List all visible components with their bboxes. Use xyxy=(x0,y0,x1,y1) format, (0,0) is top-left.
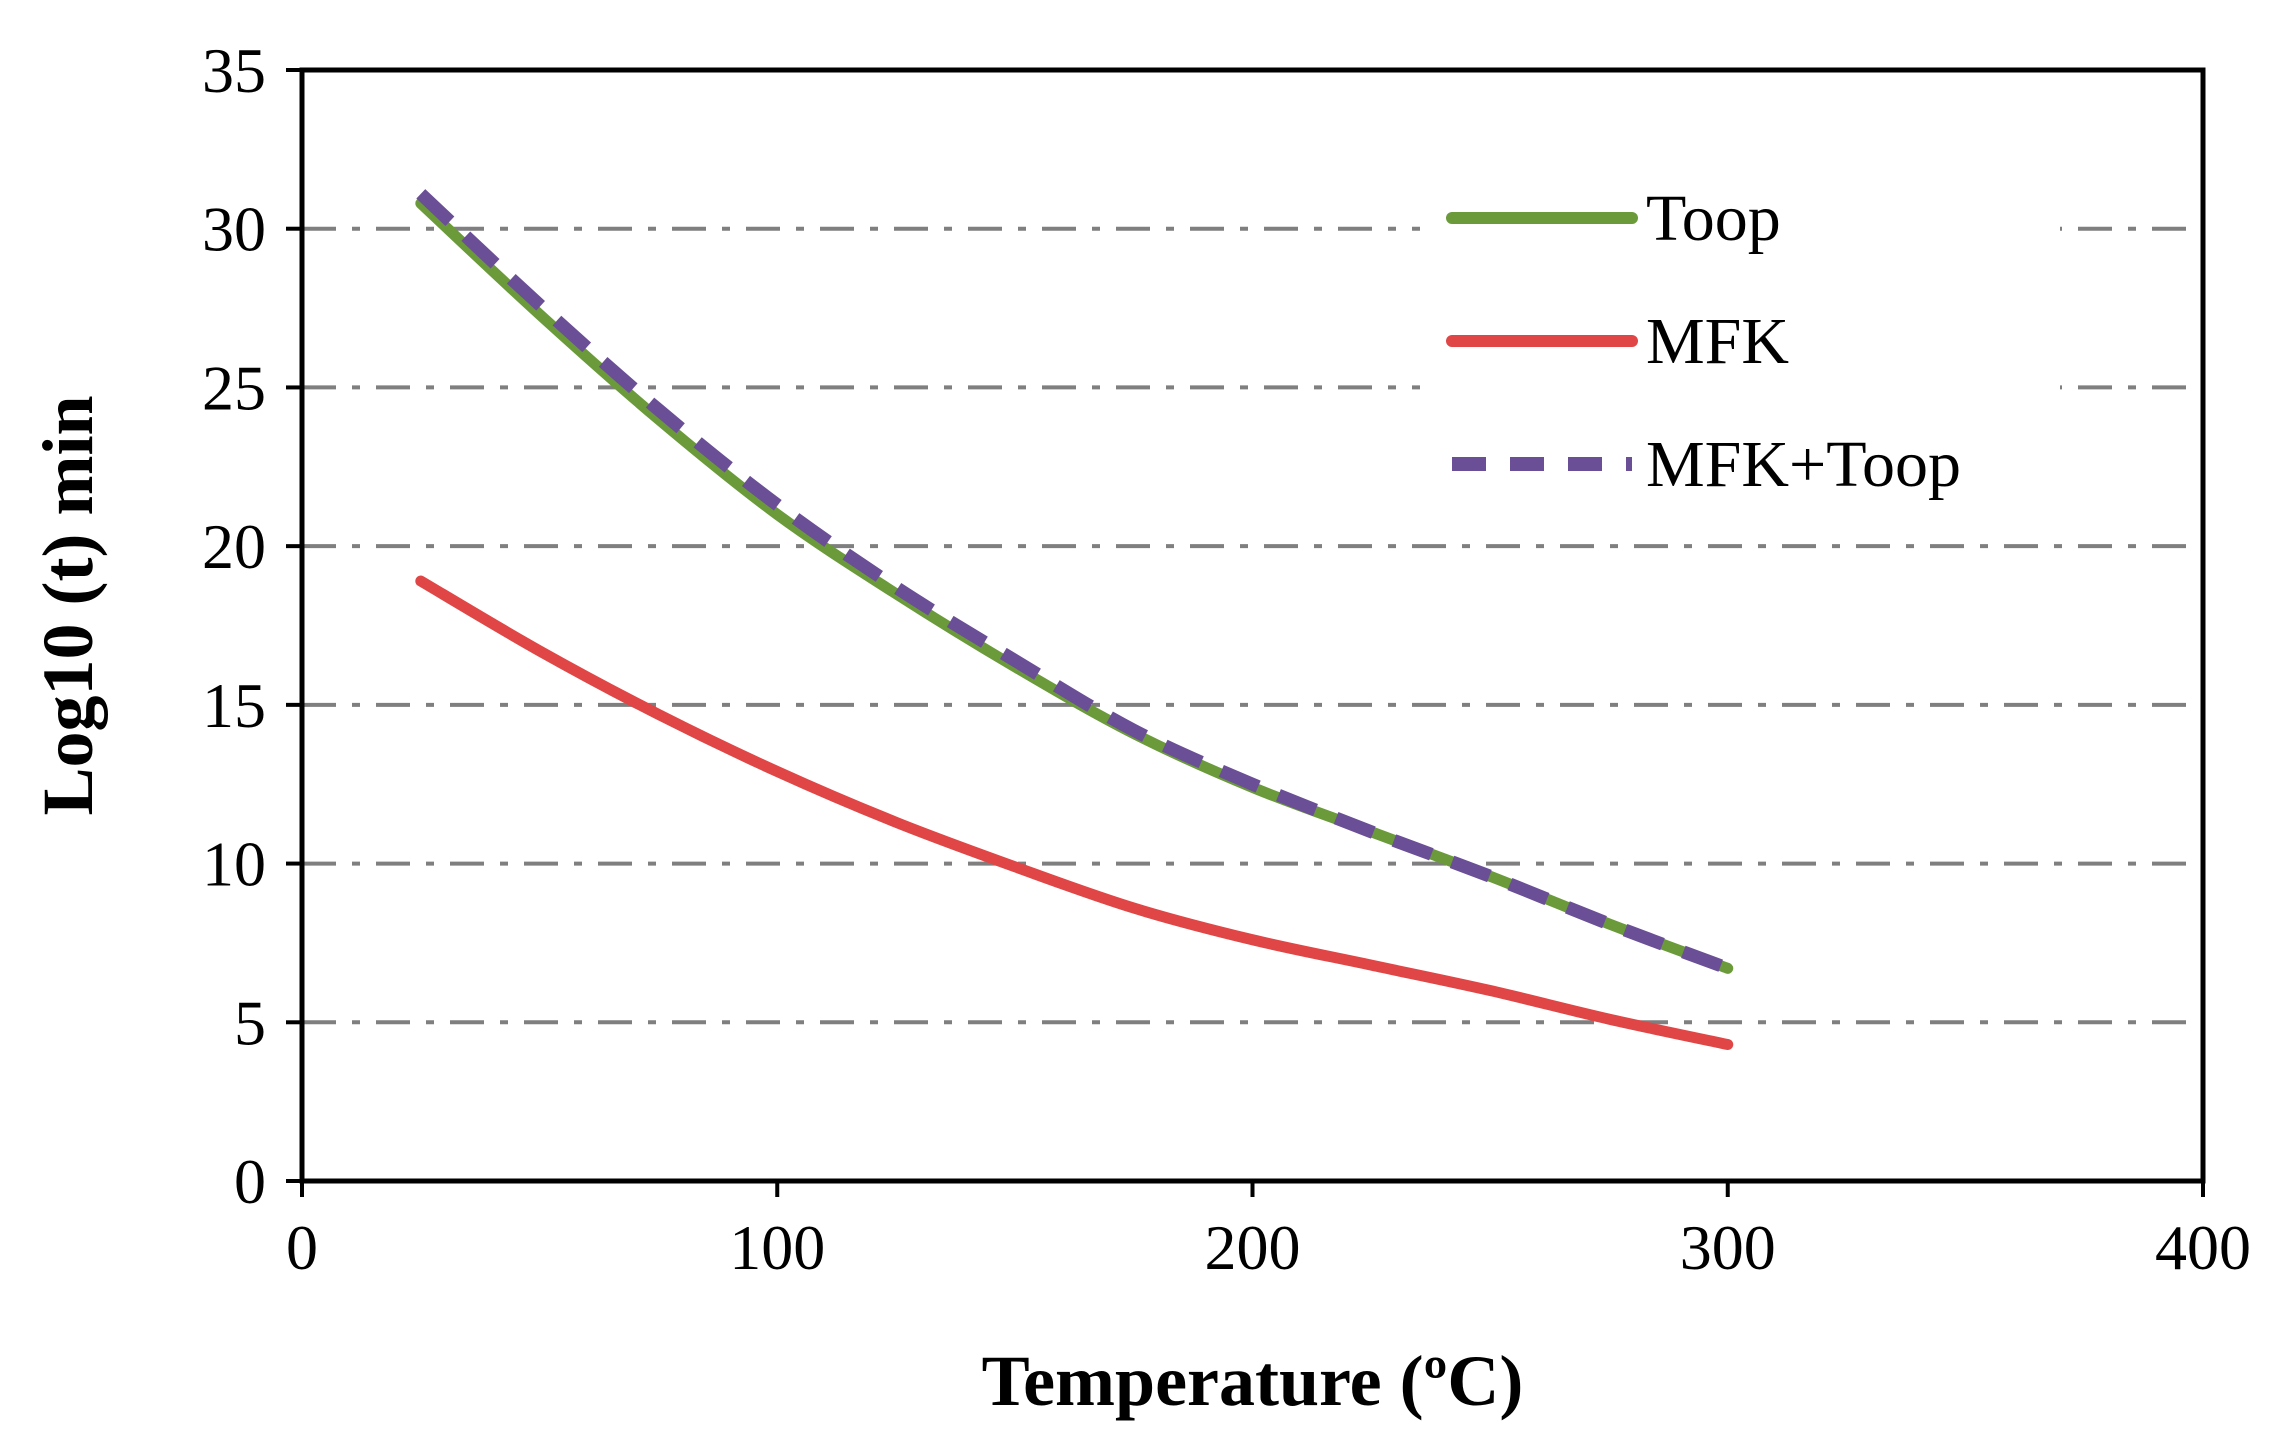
x-tick-label-300: 300 xyxy=(1680,1212,1776,1283)
legend: Toop MFK MFK+Toop xyxy=(1420,150,2060,535)
y-tick-label-25: 25 xyxy=(202,352,266,423)
series-line-mfk xyxy=(415,575,1734,1051)
y-tick-label-0: 0 xyxy=(234,1146,266,1217)
y-axis-title: Log10 (t) min xyxy=(28,396,108,816)
series-lines xyxy=(415,189,1734,1051)
y-tick-label-35: 35 xyxy=(202,35,266,106)
x-tick-label-0: 0 xyxy=(286,1212,318,1283)
y-tick-label-30: 30 xyxy=(202,194,266,265)
legend-label-mfk-toop: MFK+Toop xyxy=(1646,428,1961,501)
x-axis-title: Temperature (ºC) xyxy=(982,1341,1524,1421)
legend-label-toop: Toop xyxy=(1646,182,1781,255)
y-tick-label-5: 5 xyxy=(234,987,266,1058)
x-tick-label-400: 400 xyxy=(2155,1212,2251,1283)
x-tick-label-200: 200 xyxy=(1205,1212,1301,1283)
axis-ticks: 0 5 10 15 20 25 30 35 0 100 200 300 400 xyxy=(202,35,2251,1283)
x-tick-label-100: 100 xyxy=(729,1212,825,1283)
y-tick-label-15: 15 xyxy=(202,670,266,741)
y-tick-label-10: 10 xyxy=(202,829,266,900)
legend-label-mfk: MFK xyxy=(1646,305,1789,378)
y-tick-label-20: 20 xyxy=(202,511,266,582)
